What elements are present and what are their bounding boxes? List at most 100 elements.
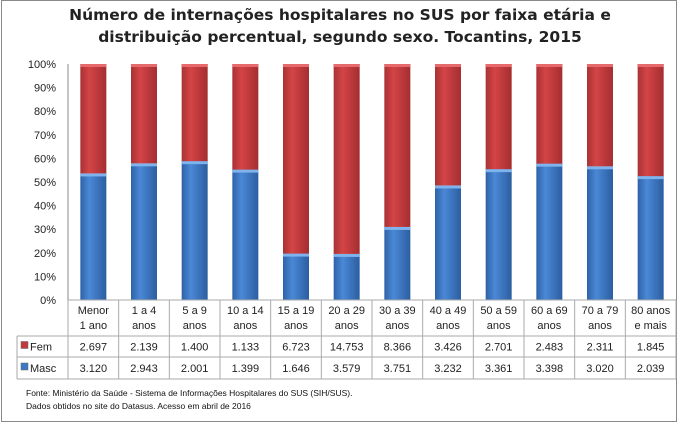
chart-title: Número de internações hospitalares no SU… <box>0 4 680 48</box>
x-category-label: 40 a 49 <box>430 305 467 317</box>
data-label-fem: 2.697 <box>80 342 108 354</box>
bar-masc-top <box>536 163 563 167</box>
data-label-masc: 3.120 <box>80 363 108 375</box>
data-label-fem: 6.723 <box>282 342 310 354</box>
y-tick-label: 30% <box>34 224 56 236</box>
bar-fem-top <box>485 64 512 67</box>
bar-fem-top <box>587 64 613 67</box>
x-category-label: anos <box>183 320 207 332</box>
bar-masc-top <box>283 253 309 257</box>
bar-masc-top <box>435 185 461 189</box>
source-note: Fonte: Ministério da Saúde - Sistema de … <box>26 387 352 413</box>
bar-masc-top <box>637 176 664 180</box>
y-tick-label: 10% <box>34 271 56 283</box>
x-category-label: 60 a 69 <box>531 305 568 317</box>
bar-masc <box>232 169 259 300</box>
x-category-label: 1 ano <box>80 320 108 332</box>
bar-masc <box>384 226 411 300</box>
bar-masc <box>536 163 563 300</box>
bar-fem <box>181 64 208 162</box>
x-category-label: anos <box>233 320 257 332</box>
x-category-label: Menor <box>78 305 110 317</box>
bar-masc-top <box>587 166 613 170</box>
bar-masc <box>485 169 512 300</box>
data-label-fem: 14.753 <box>330 342 364 354</box>
y-tick-label: 40% <box>34 201 56 213</box>
y-tick-label: 50% <box>34 177 56 189</box>
bar-masc <box>435 185 461 300</box>
data-label-fem: 1.400 <box>181 342 209 354</box>
x-category-label: 5 a 9 <box>182 305 206 317</box>
bar-fem <box>637 64 664 177</box>
data-label-fem: 2.139 <box>130 342 158 354</box>
source-line-1: Fonte: Ministério da Saúde - Sistema de … <box>26 388 353 398</box>
x-category-label: 30 a 39 <box>379 305 416 317</box>
data-label-masc: 1.646 <box>282 363 310 375</box>
x-category-label: e mais <box>634 320 667 332</box>
bar-masc-top <box>384 226 411 230</box>
legend-swatch-masc <box>20 362 29 371</box>
bar-fem <box>536 64 563 164</box>
bar-masc-top <box>80 173 107 177</box>
data-label-masc: 3.020 <box>586 363 614 375</box>
bar-masc <box>333 253 360 300</box>
bar-fem-top <box>80 64 107 67</box>
bar-masc <box>131 163 157 300</box>
bar-fem <box>232 64 259 170</box>
x-category-label: 20 a 29 <box>328 305 365 317</box>
bar-fem-top <box>283 64 309 67</box>
bar-fem <box>80 64 107 174</box>
data-label-fem: 2.701 <box>485 342 513 354</box>
x-category-label: anos <box>385 320 409 332</box>
data-label-fem: 1.845 <box>637 342 665 354</box>
data-label-masc: 2.943 <box>130 363 158 375</box>
data-label-masc: 3.398 <box>536 363 564 375</box>
x-category-label: 10 a 14 <box>227 305 264 317</box>
bar-masc-top <box>181 161 208 165</box>
data-label-masc: 2.001 <box>181 363 209 375</box>
legend-swatch-fem <box>20 341 29 349</box>
bar-fem <box>384 64 411 227</box>
bar-masc <box>181 161 208 300</box>
legend-label-masc: Masc <box>30 363 57 375</box>
data-label-fem: 3.426 <box>434 342 462 354</box>
bar-fem-top <box>435 64 461 67</box>
x-category-label: anos <box>335 320 359 332</box>
data-label-masc: 3.751 <box>384 363 412 375</box>
data-label-masc: 3.232 <box>434 363 462 375</box>
x-category-label: anos <box>436 320 460 332</box>
x-category-label: 1 a 4 <box>132 305 156 317</box>
bar-masc-top <box>485 169 512 173</box>
bar-fem <box>435 64 461 186</box>
bar-masc <box>283 253 309 300</box>
y-tick-label: 90% <box>34 83 56 95</box>
data-label-masc: 1.399 <box>232 363 260 375</box>
data-label-masc: 3.579 <box>333 363 361 375</box>
bar-masc-top <box>131 163 157 167</box>
bar-fem-top <box>384 64 411 67</box>
bar-fem <box>333 64 360 254</box>
source-line-2: Dados obtidos no site do Datasus. Acesso… <box>26 401 251 411</box>
bar-fem <box>587 64 613 167</box>
bar-masc <box>80 173 107 300</box>
x-category-label: anos <box>537 320 561 332</box>
data-label-fem: 2.483 <box>536 342 564 354</box>
bar-fem-top <box>181 64 208 67</box>
data-label-fem: 1.133 <box>232 342 260 354</box>
data-label-fem: 8.366 <box>384 342 412 354</box>
data-label-masc: 2.039 <box>637 363 665 375</box>
x-category-label: 15 a 19 <box>278 305 315 317</box>
x-category-label: anos <box>487 320 511 332</box>
bar-fem-top <box>232 64 259 67</box>
y-tick-label: 20% <box>34 248 56 260</box>
title-line-2: distribuição percentual, segundo sexo. T… <box>98 28 582 46</box>
bar-masc <box>637 176 664 300</box>
x-category-label: anos <box>588 320 612 332</box>
bar-fem <box>131 64 157 164</box>
bar-fem-top <box>637 64 664 67</box>
y-tick-label: 100% <box>28 59 56 71</box>
data-label-masc: 3.361 <box>485 363 513 375</box>
y-tick-label: 0% <box>40 295 56 307</box>
